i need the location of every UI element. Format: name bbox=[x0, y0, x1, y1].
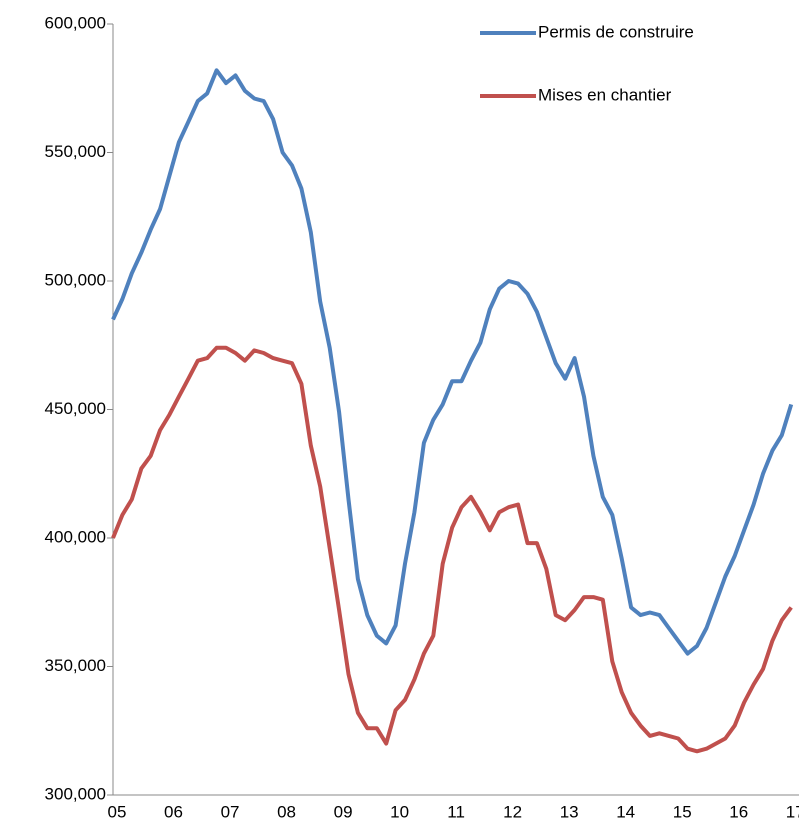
y-tick-label: 350,000 bbox=[45, 656, 106, 675]
x-tick-label: 11 bbox=[447, 802, 465, 821]
legend-label: Mises en chantier bbox=[538, 85, 672, 104]
legend-label: Permis de construire bbox=[538, 22, 694, 41]
x-tick-label: 08 bbox=[277, 802, 296, 821]
series-line bbox=[111, 68, 794, 656]
y-tick-label: 400,000 bbox=[45, 527, 106, 546]
x-tick-label: 06 bbox=[164, 802, 183, 821]
x-tick-label: 10 bbox=[390, 802, 409, 821]
x-tick-label: 09 bbox=[334, 802, 353, 821]
y-tick-label: 300,000 bbox=[45, 784, 106, 803]
y-tick-label: 550,000 bbox=[45, 142, 106, 161]
x-tick-label: 07 bbox=[221, 802, 240, 821]
x-tick-label: 16 bbox=[729, 802, 748, 821]
x-tick-label: 15 bbox=[673, 802, 692, 821]
x-tick-label: 12 bbox=[503, 802, 522, 821]
series-line bbox=[111, 345, 793, 754]
y-tick-label: 500,000 bbox=[45, 270, 106, 289]
x-tick-label: 14 bbox=[616, 802, 635, 821]
y-tick-label: 600,000 bbox=[45, 13, 106, 32]
y-tick-label: 450,000 bbox=[45, 399, 106, 418]
x-tick-label: 13 bbox=[560, 802, 579, 821]
x-tick-label: 17 bbox=[786, 802, 799, 821]
x-tick-label: 05 bbox=[108, 802, 127, 821]
